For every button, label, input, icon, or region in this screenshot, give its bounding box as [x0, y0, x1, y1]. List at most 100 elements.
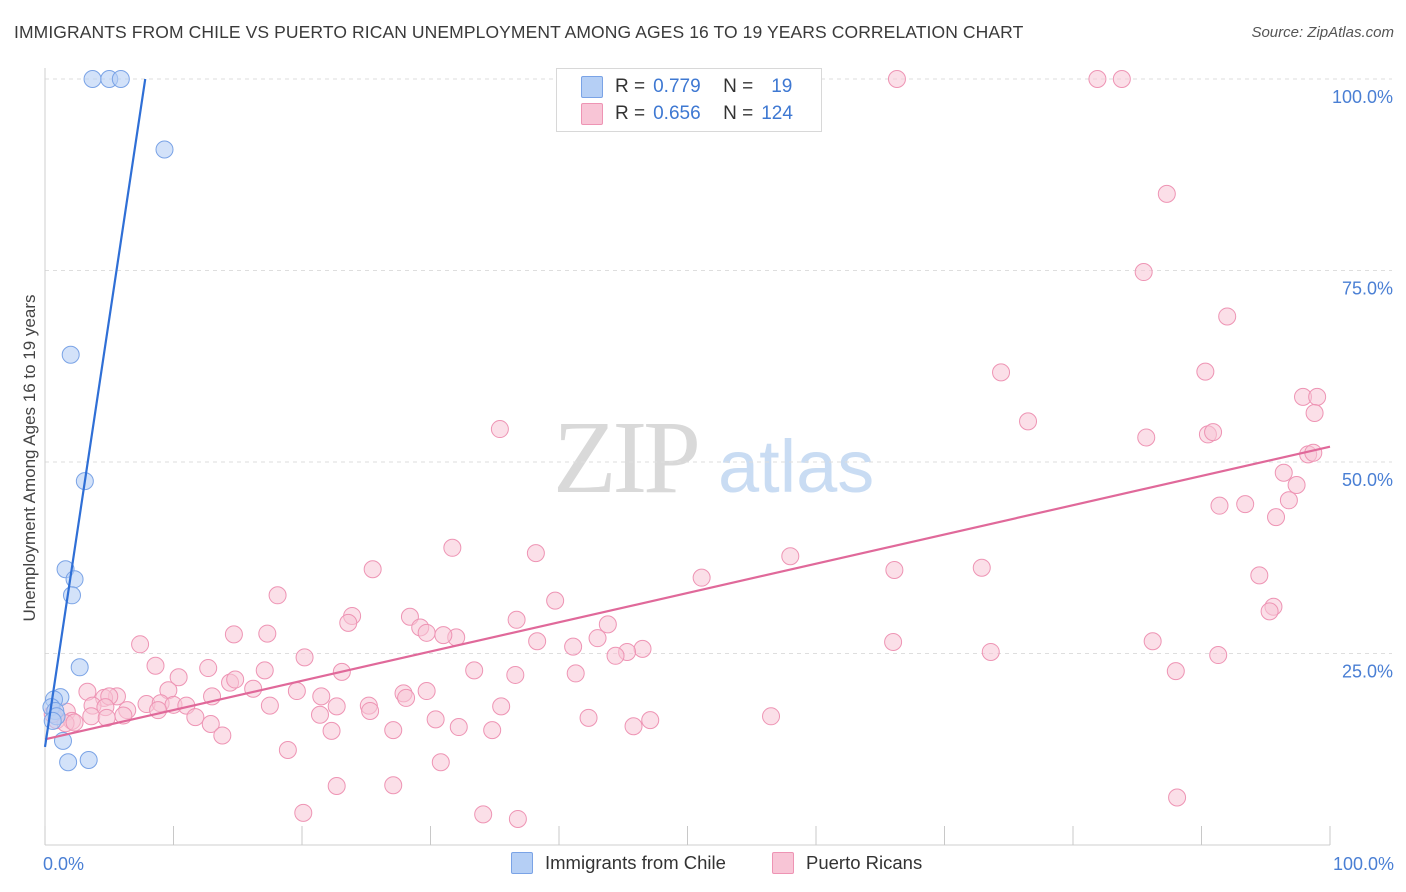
chile-r-value: 0.779	[653, 76, 701, 97]
chile-point	[59, 753, 78, 772]
chile-point	[79, 750, 98, 769]
puerto-rican-point	[384, 721, 403, 740]
legend-n-label: N =	[723, 103, 754, 124]
puerto-rican-point	[294, 803, 313, 822]
puerto-rican-point	[169, 668, 188, 687]
puerto-ricans-series-name: Puerto Ricans	[806, 852, 923, 873]
legend-r-label: R =	[615, 103, 646, 124]
puerto-rican-point	[244, 679, 263, 698]
legend-n-label: N =	[723, 76, 754, 97]
puerto-rican-point	[1305, 403, 1324, 422]
puerto-rican-point	[492, 697, 511, 716]
puerto-rican-point	[1274, 463, 1293, 482]
puerto-rican-point	[224, 625, 243, 644]
bottom-legend-puerto-ricans: Puerto Ricans	[772, 852, 922, 874]
y-tick-label: 50.0%	[1342, 470, 1393, 490]
chile-swatch	[581, 76, 603, 98]
puerto-rican-point	[1209, 646, 1228, 665]
chile-series-name: Immigrants from Chile	[545, 852, 726, 873]
puerto-rican-point	[327, 777, 346, 796]
puerto-rican-point	[186, 708, 205, 727]
puerto-rican-point	[363, 560, 382, 579]
puerto-ricans-n-value: 124	[761, 103, 793, 124]
puerto-rican-point	[131, 635, 150, 654]
puerto-rican-point	[588, 629, 607, 648]
axes	[44, 68, 1331, 846]
puerto-rican-point	[417, 623, 436, 642]
puerto-rican-point	[1019, 412, 1038, 431]
x-tick-label-min: 0.0%	[43, 854, 84, 874]
chile-point	[70, 658, 89, 677]
puerto-rican-point	[762, 707, 781, 726]
puerto-rican-point	[1287, 475, 1306, 494]
watermark-zip: ZIP	[553, 400, 701, 515]
puerto-rican-point	[295, 648, 314, 667]
puerto-rican-point	[146, 656, 165, 675]
puerto-rican-point	[312, 687, 331, 706]
puerto-ricans-swatch	[772, 852, 794, 874]
puerto-rican-point	[268, 586, 287, 605]
puerto-rican-point	[1260, 602, 1279, 621]
puerto-rican-point	[781, 547, 800, 566]
puerto-rican-point	[1267, 508, 1286, 527]
y-tick-label: 75.0%	[1342, 279, 1393, 299]
puerto-rican-point	[692, 568, 711, 587]
x-tick-label-max: 100.0%	[1333, 854, 1394, 874]
puerto-rican-point	[339, 613, 358, 632]
chile-trend-line	[43, 78, 147, 748]
puerto-rican-point	[449, 718, 468, 737]
puerto-ricans-r-value: 0.656	[653, 103, 701, 124]
trend-lines	[43, 78, 1331, 748]
source-label: Source: ZipAtlas.com	[1251, 24, 1394, 41]
puerto-rican-point	[1137, 428, 1156, 447]
watermark-atlas: atlas	[718, 425, 875, 508]
puerto-rican-point	[1166, 662, 1185, 681]
puerto-rican-point	[1308, 387, 1327, 406]
chile-swatch	[511, 852, 533, 874]
puerto-rican-point	[1112, 70, 1131, 88]
puerto-rican-point	[397, 688, 416, 707]
puerto-rican-point	[546, 591, 565, 610]
puerto-rican-point	[431, 753, 450, 772]
puerto-rican-point	[201, 714, 220, 733]
puerto-rican-point	[1204, 423, 1223, 442]
gridlines	[45, 78, 1392, 654]
legend-row-puerto-ricans: R = 0.656 N = 124	[581, 102, 793, 126]
puerto-rican-point	[1196, 362, 1215, 381]
puerto-rican-point	[606, 646, 625, 665]
puerto-rican-point	[1088, 70, 1107, 88]
puerto-rican-point	[1157, 184, 1176, 203]
puerto-rican-point	[443, 538, 462, 557]
puerto-rican-point	[624, 717, 643, 736]
chile-point	[155, 140, 174, 159]
puerto-rican-point	[255, 661, 274, 680]
puerto-rican-point	[287, 682, 306, 701]
puerto-rican-point	[887, 70, 906, 88]
puerto-rican-point	[1279, 491, 1298, 510]
y-tick-label: 100.0%	[1332, 87, 1393, 107]
legend-r-label: R =	[615, 76, 646, 97]
puerto-rican-point	[490, 420, 509, 439]
puerto-rican-point	[506, 665, 525, 684]
bottom-legend-chile: Immigrants from Chile	[511, 852, 726, 874]
puerto-rican-point	[579, 708, 598, 727]
puerto-rican-point	[507, 610, 526, 629]
puerto-ricans-trend-line	[44, 445, 1331, 741]
puerto-rican-point	[483, 721, 502, 740]
puerto-rican-point	[528, 632, 547, 651]
chile-point	[61, 345, 80, 364]
chile-n-value: 19	[771, 76, 793, 97]
puerto-rican-point	[508, 809, 527, 828]
puerto-rican-point	[65, 713, 84, 732]
puerto-rican-point	[564, 637, 583, 656]
puerto-rican-point	[278, 741, 297, 760]
puerto-rican-point	[149, 701, 168, 720]
puerto-rican-point	[327, 697, 346, 716]
puerto-rican-point	[213, 726, 232, 745]
puerto-ricans-swatch	[581, 103, 603, 125]
puerto-rican-point	[417, 682, 436, 701]
puerto-rican-point	[992, 363, 1011, 382]
puerto-rican-point	[885, 561, 904, 580]
correlation-legend: R = 0.779 N = 19 R = 0.656 N = 124	[556, 68, 822, 132]
